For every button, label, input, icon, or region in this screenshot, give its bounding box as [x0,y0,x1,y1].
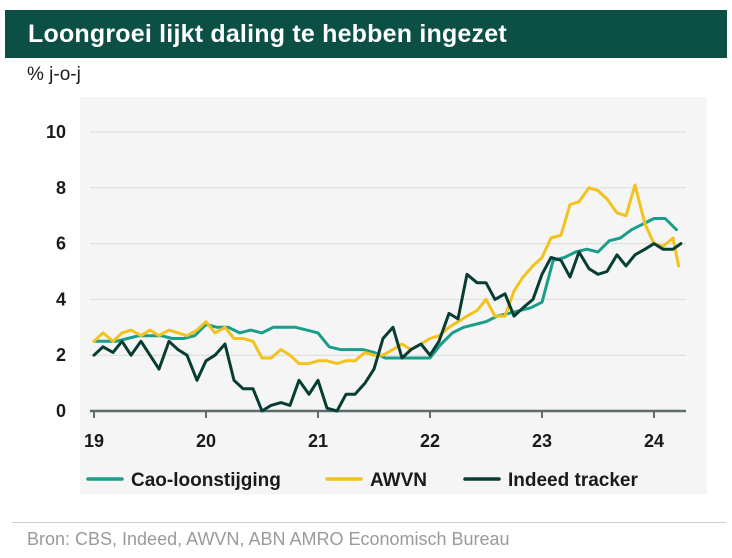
legend-indeed-tracker-label: Indeed tracker [508,470,638,491]
chart-title: Loongroei lijkt daling te hebben ingezet [28,19,507,48]
x-tick-label: 23 [532,431,552,451]
y-tick-label: 8 [56,178,66,198]
awvn-line [92,183,681,366]
legend-cao-loonstijging-label: Cao-loonstijging [131,470,281,491]
footer-divider [12,522,726,523]
source-note: Bron: CBS, Indeed, AWVN, ABN AMRO Econom… [27,529,510,549]
y-tick-label: 10 [46,122,66,142]
y-tick-label: 2 [56,345,66,365]
x-tick-label: 24 [644,431,664,451]
x-tick-label: 20 [196,431,216,451]
x-tick-label: 21 [308,431,328,451]
legend-awvn-label: AWVN [370,470,427,491]
indeed-tracker-line [92,242,683,413]
x-tick-label: 19 [84,431,104,451]
y-axis-unit-label: % j-o-j [27,64,81,85]
y-tick-label: 4 [56,289,66,309]
y-tick-label: 6 [56,234,66,254]
y-tick-label: 0 [56,401,66,421]
x-tick-label: 22 [420,431,440,451]
chart-title-bar: Loongroei lijkt daling te hebben ingezet [5,10,727,58]
plot-area [80,97,707,494]
